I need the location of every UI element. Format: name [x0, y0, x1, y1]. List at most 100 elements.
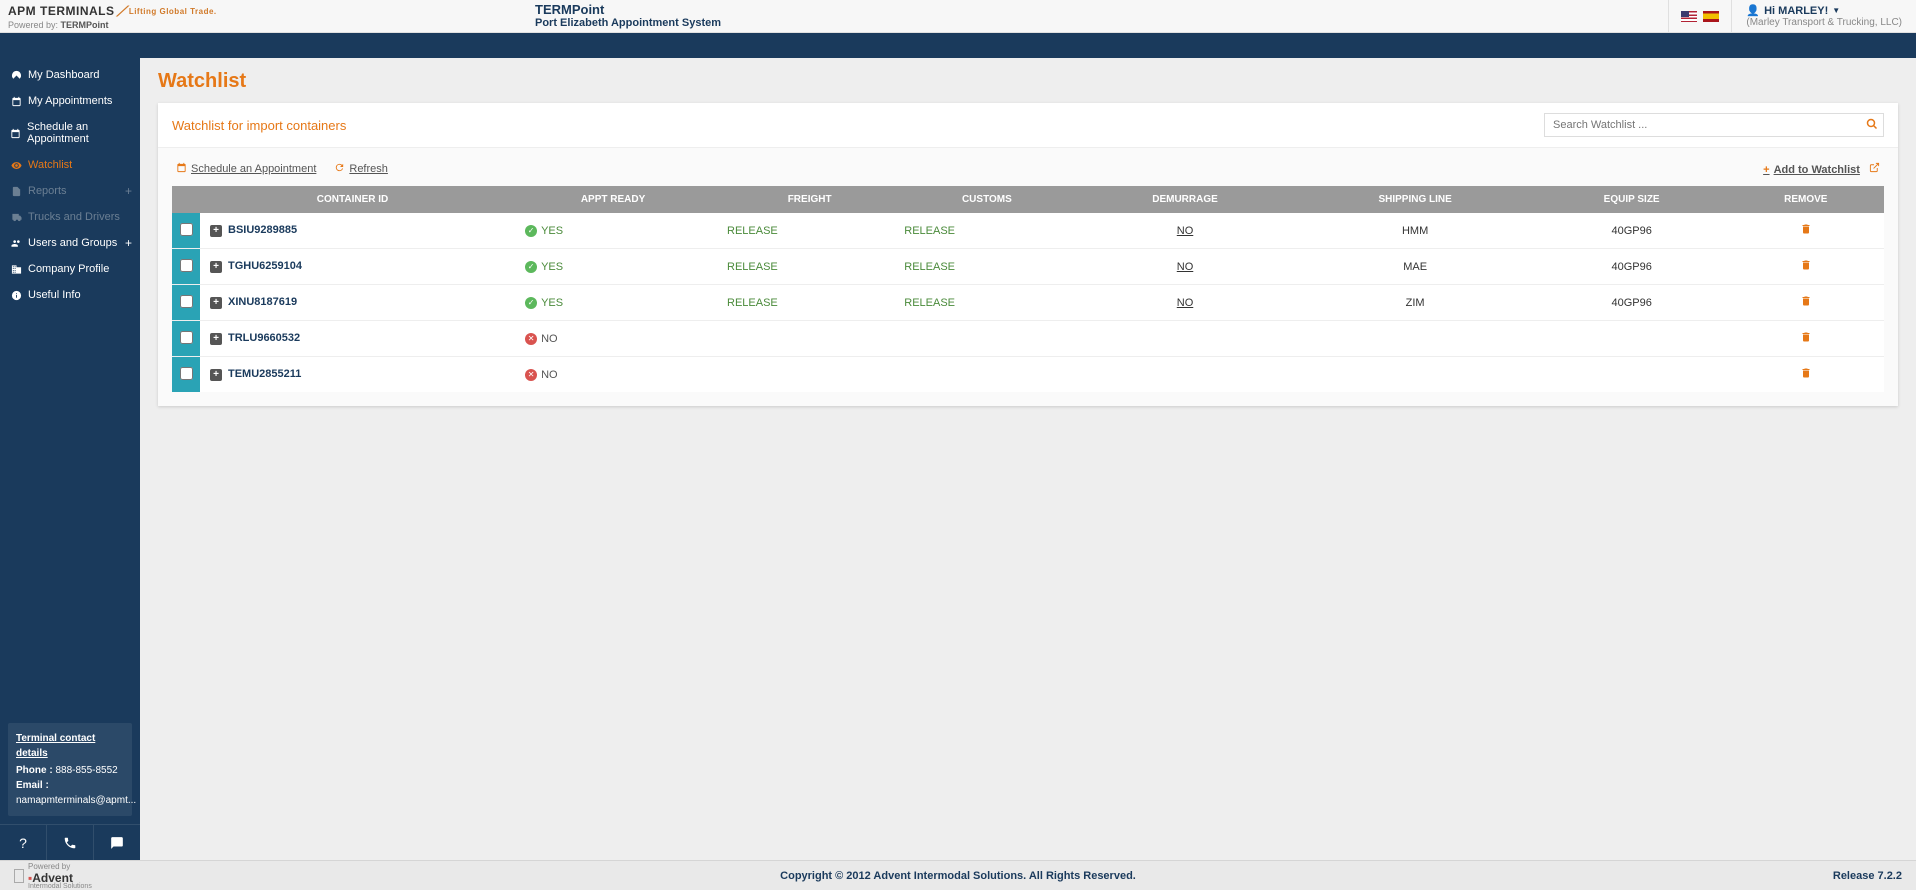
trash-icon[interactable]	[1800, 367, 1812, 382]
row-checkbox[interactable]	[180, 331, 193, 344]
refresh-icon	[334, 162, 345, 176]
x-icon: ✕	[525, 333, 537, 345]
footer-logo: Powered by ▪Advent Intermodal Solutions	[14, 862, 92, 890]
equip-size-cell: 40GP96	[1536, 285, 1728, 321]
equip-size-cell	[1536, 357, 1728, 393]
demurrage-link[interactable]: NO	[1177, 225, 1194, 237]
demurrage-cell: NO	[1075, 285, 1294, 321]
row-checkbox[interactable]	[180, 259, 193, 272]
row-checkbox[interactable]	[180, 223, 193, 236]
container-id-cell: +TRLU9660532	[200, 321, 505, 357]
expand-icon: +	[125, 236, 132, 250]
sidebar-item-company-profile[interactable]: Company Profile	[0, 256, 140, 282]
col-header: CUSTOMS	[898, 186, 1075, 213]
remove-cell	[1728, 285, 1884, 321]
language-flags	[1668, 0, 1731, 32]
shipping-line-cell: ZIM	[1295, 285, 1536, 321]
col-header: FREIGHT	[721, 186, 898, 213]
table-row: +TGHU6259104✓YESRELEASERELEASENOMAE40GP9…	[172, 249, 1884, 285]
sidebar-item-my-appointments[interactable]: My Appointments	[0, 88, 140, 114]
chevron-down-icon: ▼	[1832, 6, 1840, 15]
freight-cell: RELEASE	[721, 285, 898, 321]
expand-row-icon[interactable]: +	[210, 225, 222, 237]
equip-size-cell: 40GP96	[1536, 213, 1728, 249]
app-subtitle: Port Elizabeth Appointment System	[535, 17, 721, 29]
dash-icon	[10, 69, 22, 81]
check-icon: ✓	[525, 225, 537, 237]
expand-row-icon[interactable]: +	[210, 333, 222, 345]
row-checkbox[interactable]	[180, 367, 193, 380]
shipping-line-cell: HMM	[1295, 213, 1536, 249]
search-icon[interactable]	[1866, 118, 1878, 133]
expand-row-icon[interactable]: +	[210, 297, 222, 309]
demurrage-link[interactable]: NO	[1177, 261, 1194, 273]
demurrage-cell: NO	[1075, 249, 1294, 285]
search-input[interactable]	[1544, 113, 1884, 137]
trash-icon[interactable]	[1800, 259, 1812, 274]
container-id-cell: +BSIU9289885	[200, 213, 505, 249]
logo-text: APM TERMINALS	[8, 4, 115, 18]
col-header: DEMURRAGE	[1075, 186, 1294, 213]
table-row: +TEMU2855211✕NO	[172, 357, 1884, 393]
appt-ready-cell: ✓YES	[505, 249, 721, 285]
trash-icon[interactable]	[1800, 295, 1812, 310]
expand-row-icon[interactable]: +	[210, 261, 222, 273]
calendar-icon	[176, 162, 187, 176]
col-header: EQUIP SIZE	[1536, 186, 1728, 213]
footer-copyright: Copyright © 2012 Advent Intermodal Solut…	[780, 870, 1136, 882]
col-header	[172, 186, 200, 213]
external-link-icon[interactable]	[1869, 164, 1880, 176]
watchlist-panel: Watchlist for import containers	[158, 103, 1898, 406]
help-icon[interactable]: ?	[0, 825, 47, 860]
sidebar-item-my-dashboard[interactable]: My Dashboard	[0, 62, 140, 88]
container-id-cell: +TGHU6259104	[200, 249, 505, 285]
truck-icon	[10, 211, 22, 223]
appt-ready-cell: ✓YES	[505, 213, 721, 249]
col-header: REMOVE	[1728, 186, 1884, 213]
remove-cell	[1728, 213, 1884, 249]
demurrage-cell	[1075, 357, 1294, 393]
header-center: TERMPoint Port Elizabeth Appointment Sys…	[535, 2, 721, 29]
demurrage-link[interactable]: NO	[1177, 297, 1194, 309]
refresh-link[interactable]: Refresh	[334, 162, 388, 176]
chat-icon[interactable]	[94, 825, 140, 860]
page-title: Watchlist	[158, 70, 1898, 93]
blue-bar	[0, 33, 1916, 58]
footer: Powered by ▪Advent Intermodal Solutions …	[0, 860, 1916, 890]
customs-cell: RELEASE	[898, 285, 1075, 321]
report-icon	[10, 185, 22, 197]
row-checkbox-cell	[172, 357, 200, 393]
logo-tagline: Lifting Global Trade.	[129, 7, 217, 16]
sidebar-item-useful-info[interactable]: Useful Info	[0, 282, 140, 308]
header: APM TERMINALS ⟋ Lifting Global Trade. Po…	[0, 0, 1916, 33]
schedule-appointment-link[interactable]: Schedule an Appointment	[176, 162, 316, 176]
row-checkbox-cell	[172, 285, 200, 321]
sidebar-item-watchlist[interactable]: Watchlist	[0, 152, 140, 178]
remove-cell	[1728, 357, 1884, 393]
table-row: +BSIU9289885✓YESRELEASERELEASENOHMM40GP9…	[172, 213, 1884, 249]
user-menu[interactable]: 👤 Hi MARLEY! ▼ (Marley Transport & Truck…	[1731, 0, 1916, 32]
expand-row-icon[interactable]: +	[210, 369, 222, 381]
panel-title: Watchlist for import containers	[172, 118, 346, 133]
user-company: (Marley Transport & Trucking, LLC)	[1746, 17, 1902, 28]
container-id-cell: +XINU8187619	[200, 285, 505, 321]
sidebar-nav: My DashboardMy AppointmentsSchedule an A…	[0, 58, 140, 715]
demurrage-cell: NO	[1075, 213, 1294, 249]
row-checkbox[interactable]	[180, 295, 193, 308]
phone-icon[interactable]	[47, 825, 94, 860]
flag-us-icon[interactable]	[1681, 11, 1697, 22]
customs-cell: RELEASE	[898, 213, 1075, 249]
customs-cell	[898, 357, 1075, 393]
flag-es-icon[interactable]	[1703, 11, 1719, 22]
sidebar-item-schedule-an-appointment[interactable]: Schedule an Appointment	[0, 114, 140, 152]
users-icon	[10, 237, 22, 249]
trash-icon[interactable]	[1800, 223, 1812, 238]
x-icon: ✕	[525, 369, 537, 381]
toolbar: Schedule an Appointment Refresh + Add to	[172, 162, 1884, 186]
row-checkbox-cell	[172, 213, 200, 249]
cal-icon	[10, 95, 22, 107]
freight-cell: RELEASE	[721, 249, 898, 285]
trash-icon[interactable]	[1800, 331, 1812, 346]
add-to-watchlist-link[interactable]: + Add to Watchlist	[1763, 164, 1860, 176]
sidebar-item-users-and-groups[interactable]: Users and Groups+	[0, 230, 140, 256]
